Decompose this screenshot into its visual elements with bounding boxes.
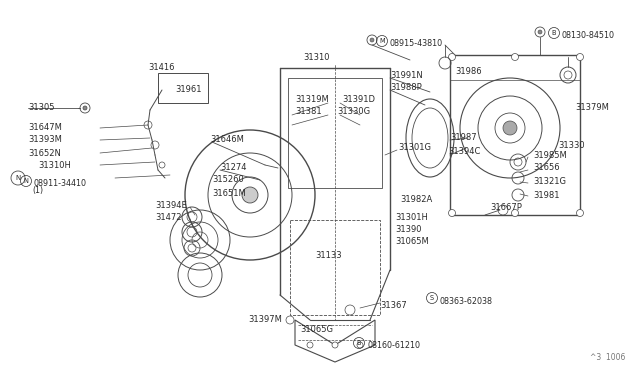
Text: 31274: 31274 [220, 164, 246, 173]
Text: M: M [379, 38, 385, 44]
Text: 315260: 315260 [212, 176, 244, 185]
Text: N: N [15, 175, 20, 181]
Text: 31381: 31381 [295, 108, 322, 116]
Text: S: S [430, 295, 434, 301]
Text: N: N [24, 178, 28, 184]
Text: 31961: 31961 [175, 86, 202, 94]
Text: 31379M: 31379M [575, 103, 609, 112]
Text: 31646M: 31646M [210, 135, 244, 144]
Bar [450, 55, 580, 215]
Text: 31330: 31330 [558, 141, 584, 150]
Text: ^3  1006: ^3 1006 [589, 353, 625, 362]
Text: 31991N: 31991N [390, 71, 423, 80]
Text: 31394E: 31394E [155, 201, 187, 209]
Bar [290, 220, 380, 315]
Circle shape [357, 342, 363, 348]
Text: 31987: 31987 [450, 134, 477, 142]
Circle shape [449, 209, 456, 217]
Circle shape [242, 187, 258, 203]
Text: 31133: 31133 [315, 250, 342, 260]
Text: 31652N: 31652N [28, 148, 61, 157]
Text: B: B [552, 30, 556, 36]
Text: 31310H: 31310H [38, 160, 71, 170]
Text: 31065G: 31065G [300, 326, 333, 334]
Circle shape [538, 30, 542, 34]
Circle shape [370, 38, 374, 42]
Circle shape [577, 54, 584, 61]
Text: 31390: 31390 [395, 225, 422, 234]
Text: 08130-84510: 08130-84510 [562, 32, 615, 41]
Text: 31321G: 31321G [533, 177, 566, 186]
Bar [158, 73, 208, 103]
Text: 31397M: 31397M [248, 315, 282, 324]
Circle shape [511, 209, 518, 217]
Text: 08160-61210: 08160-61210 [367, 341, 420, 350]
Text: B: B [356, 340, 361, 346]
Text: 31065M: 31065M [395, 237, 429, 247]
Circle shape [577, 209, 584, 217]
Text: 31647M: 31647M [28, 124, 62, 132]
Text: 31305: 31305 [28, 103, 54, 112]
Circle shape [449, 54, 456, 61]
Text: 31985M: 31985M [533, 151, 567, 160]
Text: 31981: 31981 [533, 190, 559, 199]
Text: 31988P: 31988P [390, 83, 422, 93]
Text: 31651M: 31651M [212, 189, 246, 198]
Circle shape [511, 54, 518, 61]
Text: 31982A: 31982A [400, 196, 432, 205]
Text: 31416: 31416 [148, 64, 175, 73]
Text: 31319M: 31319M [295, 96, 329, 105]
Text: 31394C: 31394C [448, 148, 481, 157]
Text: 31301H: 31301H [395, 214, 428, 222]
Text: 08363-62038: 08363-62038 [440, 296, 493, 305]
Circle shape [83, 106, 87, 110]
Circle shape [332, 342, 338, 348]
Text: 31393M: 31393M [28, 135, 62, 144]
Text: 31391D: 31391D [342, 96, 375, 105]
Text: 08911-34410: 08911-34410 [34, 180, 87, 189]
Text: 31310: 31310 [303, 52, 330, 61]
Text: 31986: 31986 [455, 67, 482, 77]
Text: 31472: 31472 [155, 212, 182, 221]
Bar [288, 78, 382, 188]
Text: 31301G: 31301G [398, 144, 431, 153]
Text: 31656: 31656 [533, 164, 559, 173]
Text: 31367: 31367 [380, 301, 407, 310]
Text: 31667P: 31667P [490, 203, 522, 212]
Text: 31330G: 31330G [337, 108, 370, 116]
Text: (1): (1) [32, 186, 43, 195]
Circle shape [503, 121, 517, 135]
Circle shape [307, 342, 313, 348]
Text: 08915-43810: 08915-43810 [390, 39, 443, 48]
